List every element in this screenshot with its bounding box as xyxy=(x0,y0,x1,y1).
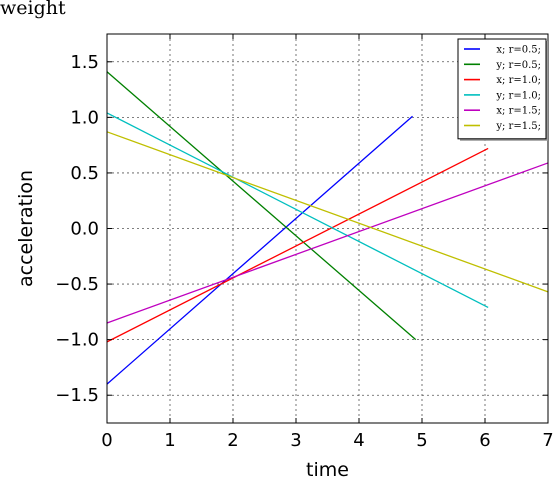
x-tick-label: 6 xyxy=(479,430,490,451)
x-tick-label: 3 xyxy=(290,430,301,451)
y-tick-label: −0.5 xyxy=(55,274,99,295)
corner-label: weight xyxy=(0,0,66,19)
series-line-1 xyxy=(106,71,417,341)
x-tick-label: 0 xyxy=(101,430,112,451)
y-axis: −1.5 −1.0 −0.5 0.0 0.5 1.0 1.5 xyxy=(55,52,548,406)
x-tick-label: 4 xyxy=(353,430,364,451)
series-line-2 xyxy=(106,147,489,343)
series-lines xyxy=(106,71,549,385)
grid xyxy=(106,34,549,423)
y-tick-label: −1.0 xyxy=(55,330,99,351)
legend-label: y; r=1.0; xyxy=(495,90,541,101)
x-tick-label: 5 xyxy=(416,430,427,451)
legend-label: y; r=0.5; xyxy=(495,60,541,71)
y-axis-label: acceleration xyxy=(15,170,37,287)
x-axis: 0 1 2 3 4 5 6 7 xyxy=(101,34,554,451)
legend-label: x; r=1.5; xyxy=(496,106,541,117)
series-line-0 xyxy=(106,115,413,385)
legend: x; r=0.5; y; r=0.5; x; r=1.0; y; r=1.0; x; r… xyxy=(457,38,548,141)
y-tick-label: 0.0 xyxy=(70,219,99,240)
x-tick-label: 7 xyxy=(542,430,553,451)
y-tick-label: 1.5 xyxy=(70,52,99,73)
y-tick-label: 0.5 xyxy=(70,163,99,184)
series-line-3 xyxy=(106,112,489,308)
y-tick-label: −1.5 xyxy=(55,385,99,406)
legend-box xyxy=(457,38,547,140)
series-line-4 xyxy=(106,162,549,324)
x-axis-label: time xyxy=(306,459,349,480)
x-tick-label: 2 xyxy=(227,430,238,451)
legend-label: y; r=1.5; xyxy=(495,121,541,132)
series-line-5 xyxy=(106,131,549,293)
x-tick-label: 1 xyxy=(164,430,175,451)
legend-label: x; r=0.5; xyxy=(496,45,541,56)
y-tick-label: 1.0 xyxy=(70,107,99,128)
legend-label: x; r=1.0; xyxy=(496,75,541,86)
